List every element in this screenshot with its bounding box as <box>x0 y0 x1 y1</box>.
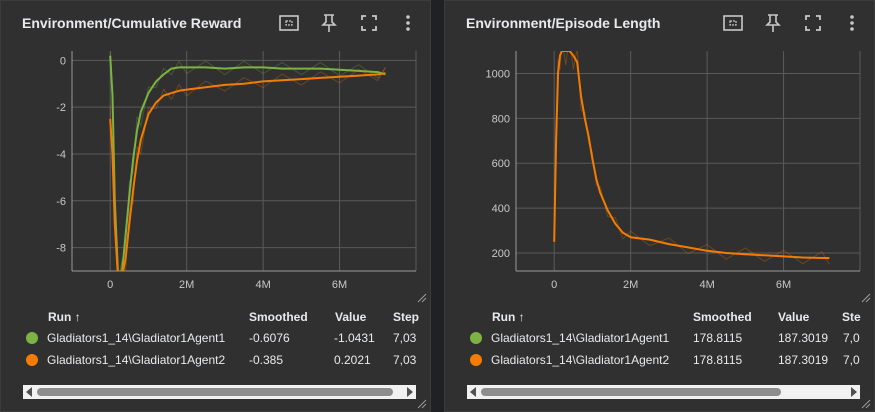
y-tick-label: -4 <box>56 149 66 161</box>
scroll-left-arrow-icon[interactable] <box>470 387 476 397</box>
fit-domain-icon[interactable] <box>278 12 300 34</box>
table-horizontal-scrollbar[interactable] <box>23 385 416 399</box>
card-header: Environment/Cumulative Reward <box>1 1 430 45</box>
header-step[interactable]: Step <box>393 310 420 324</box>
chart-card-cumulative-reward: Environment/Cumulative Reward 0 2M 4M 6M 0 -2… <box>0 0 431 412</box>
table-header: Run ↑ Smoothed Value Ste <box>445 306 874 328</box>
run-color-dot <box>470 332 482 344</box>
x-tick-label: 0 <box>107 279 113 291</box>
raw-value: 187.3019 <box>778 331 829 345</box>
scroll-left-arrow-icon[interactable] <box>26 387 32 397</box>
table-row[interactable]: Gladiators1_14\Gladiator1Agent2 -0.385 0… <box>1 349 430 371</box>
pin-icon[interactable] <box>318 12 340 34</box>
table-row[interactable]: Gladiators1_14\Gladiator1Agent1 -0.6076 … <box>1 327 430 349</box>
resize-handle-icon[interactable] <box>861 399 871 409</box>
scroll-right-arrow-icon[interactable] <box>851 387 857 397</box>
series-raw-line <box>110 51 386 271</box>
step-value: 7,0 <box>843 331 860 345</box>
y-tick-label: 400 <box>492 203 510 215</box>
scroll-right-arrow-icon[interactable] <box>407 387 413 397</box>
run-table: Run ↑ Smoothed Value Ste Gladiators1_14\… <box>445 303 874 383</box>
card-header: Environment/Episode Length <box>445 1 874 45</box>
x-tick-label: 2M <box>179 279 194 291</box>
y-tick-label: 800 <box>492 113 510 125</box>
fullscreen-icon[interactable] <box>802 12 824 34</box>
scrollbar-thumb[interactable] <box>481 388 781 396</box>
x-tick-label: 0 <box>551 279 557 291</box>
y-tick-label: -6 <box>56 196 66 208</box>
raw-value: 0.2021 <box>334 353 371 367</box>
run-color-dot <box>470 354 482 366</box>
y-tick-label: 0 <box>60 55 66 67</box>
line-chart: 0 2M 4M 6M 200 400 600 800 1000 <box>486 51 861 291</box>
more-menu-icon[interactable] <box>841 12 863 34</box>
chart-card-episode-length: Environment/Episode Length 0 2M 4M 6M 200 400… <box>444 0 875 412</box>
header-value[interactable]: Value <box>778 310 810 324</box>
chart-plot[interactable]: 0 2M 4M 6M 0 -2 -4 -6 -8 <box>1 45 430 303</box>
header-step[interactable]: Ste <box>842 310 861 324</box>
chart-plot[interactable]: 0 2M 4M 6M 200 400 600 800 1000 <box>445 45 874 303</box>
run-color-dot <box>26 354 38 366</box>
resize-handle-icon[interactable] <box>417 399 427 409</box>
table-row[interactable]: Gladiators1_14\Gladiator1Agent1 178.8115… <box>445 327 874 349</box>
y-tick-label: -8 <box>56 243 66 255</box>
header-run[interactable]: Run ↑ <box>492 310 525 324</box>
scrollbar-thumb[interactable] <box>37 388 393 396</box>
run-color-dot <box>26 332 38 344</box>
run-name: Gladiators1_14\Gladiator1Agent1 <box>47 331 226 345</box>
run-name: Gladiators1_14\Gladiator1Agent2 <box>491 353 670 367</box>
card-gutter <box>431 0 444 412</box>
smoothed-value: 178.8115 <box>693 353 743 367</box>
header-value[interactable]: Value <box>335 310 367 324</box>
smoothed-value: -0.385 <box>249 353 284 367</box>
run-name: Gladiators1_14\Gladiator1Agent1 <box>491 331 670 345</box>
header-smoothed[interactable]: Smoothed <box>693 310 752 324</box>
series-raw-line <box>553 51 830 265</box>
x-tick-label: 6M <box>776 279 791 291</box>
header-smoothed[interactable]: Smoothed <box>249 310 308 324</box>
table-row[interactable]: Gladiators1_14\Gladiator1Agent2 178.8115… <box>445 349 874 371</box>
resize-handle-icon[interactable] <box>417 293 427 303</box>
series-smoothed-line <box>109 72 386 271</box>
step-value: 7,0 <box>843 353 860 367</box>
more-menu-icon[interactable] <box>397 12 419 34</box>
step-value: 7,03 <box>393 331 417 345</box>
x-tick-label: 2M <box>623 279 638 291</box>
header-run[interactable]: Run ↑ <box>48 310 81 324</box>
y-tick-label: 200 <box>492 248 510 260</box>
x-tick-label: 4M <box>699 279 714 291</box>
fit-domain-icon[interactable] <box>722 12 744 34</box>
raw-value: -1.0431 <box>334 331 375 345</box>
card-title: Environment/Cumulative Reward <box>22 15 242 31</box>
card-title: Environment/Episode Length <box>466 15 661 31</box>
resize-handle-icon[interactable] <box>861 293 871 303</box>
series-smoothed-line <box>109 55 386 271</box>
smoothed-value: 178.8115 <box>693 331 743 345</box>
line-chart: 0 2M 4M 6M 0 -2 -4 -6 -8 <box>56 51 417 291</box>
series-raw-line <box>109 66 386 271</box>
run-table: Run ↑ Smoothed Value Step Gladiators1_14… <box>1 303 430 383</box>
raw-value: 187.3019 <box>778 353 829 367</box>
y-tick-label: 600 <box>492 158 510 170</box>
series-smoothed-line <box>553 51 830 259</box>
table-horizontal-scrollbar[interactable] <box>467 385 860 399</box>
step-value: 7,03 <box>393 353 417 367</box>
y-tick-label: -2 <box>56 102 66 114</box>
y-tick-label: 1000 <box>486 68 510 80</box>
x-tick-label: 4M <box>255 279 270 291</box>
x-tick-label: 6M <box>332 279 347 291</box>
fullscreen-icon[interactable] <box>358 12 380 34</box>
pin-icon[interactable] <box>762 12 784 34</box>
smoothed-value: -0.6076 <box>249 331 290 345</box>
run-name: Gladiators1_14\Gladiator1Agent2 <box>47 353 226 367</box>
table-header: Run ↑ Smoothed Value Step <box>1 306 430 328</box>
